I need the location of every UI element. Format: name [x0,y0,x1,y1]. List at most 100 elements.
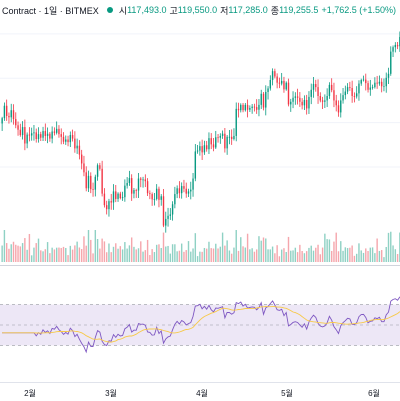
volume-bar [21,243,24,262]
candle-body [90,175,92,190]
volume-bar [49,253,51,262]
candle-body [235,108,237,136]
pane-separator[interactable] [0,265,400,266]
candle-body [224,133,226,149]
candle-body [346,87,349,92]
volume-bar [151,249,153,262]
volume-bar [87,230,90,262]
volume-bar [365,248,367,262]
candle-body [296,96,299,98]
candle-body [167,215,169,219]
volume-bar [224,245,226,262]
candle-body [92,189,94,190]
candle-body [51,131,53,139]
candle-body [65,139,67,142]
volume-bar [294,247,297,262]
candle-body [12,110,15,120]
volume-bar [28,233,31,262]
candle-body [130,178,133,194]
candle-body [305,99,308,109]
volume-bar [78,247,81,262]
candle-body [96,165,99,177]
time-axis[interactable]: 2월 3월 4월 5월 6월 [0,382,400,401]
low-value: 117,285.0 [228,5,268,15]
volume-bar [35,243,37,262]
volume-bar [174,244,176,262]
volume-bar [169,253,172,262]
volume-bar [62,246,65,262]
volume-bar [60,247,62,262]
candle-body [308,96,310,109]
open-value: 117,493.0 [127,5,167,15]
volume-bar [221,232,224,262]
candle-body [285,82,287,90]
candle-body [228,136,231,138]
volume-bar [387,232,390,262]
volume-bar [367,251,369,262]
candle-body [226,136,228,149]
volume-bar [303,253,306,262]
volume-bar [374,253,376,262]
candle-body [376,82,378,84]
candle-body [208,138,210,150]
volume-bar [369,247,372,262]
volume-bar [158,244,160,262]
volume-bar [192,248,194,262]
volume-bar [8,248,10,262]
candle-body [260,93,262,105]
volume-bar [99,248,101,262]
price-volume-chart[interactable] [0,20,400,262]
change-value: +1,762.5 (+1.50%) [321,5,396,15]
volume-bar [140,241,142,262]
volume-bar [258,236,260,262]
candle-body [149,193,151,195]
candle-body [87,175,90,189]
candle-body [299,97,301,102]
close-label: 종 [270,5,280,16]
candle-body [230,136,233,140]
volume-bar [283,248,285,262]
volume-bar [349,247,351,262]
volume-bar [71,249,74,262]
volume-bar [108,243,110,262]
candle-body [58,128,60,135]
volume-bar [185,250,187,262]
volume-bar [90,239,92,262]
volume-bar [133,246,135,262]
volume-bar [326,239,328,262]
candle-body [40,134,42,138]
candle-body [105,205,108,210]
candle-body [290,101,292,105]
symbol-title[interactable]: Contract · 1일 · BITMEX [2,5,99,16]
candle-body [378,81,381,84]
candle-body [17,125,19,130]
candle-body [324,100,326,102]
candle-body [335,100,337,106]
candle-body [137,178,140,191]
volume-bar [205,248,208,262]
volume-bar [215,243,217,262]
volume-bar [65,247,67,262]
candle-body [26,134,28,144]
volume-bar [10,244,12,262]
candle-body [76,145,78,149]
volume-bar [194,233,197,262]
volume-bar [310,245,312,262]
candle-body [385,77,387,87]
candle-body [337,105,340,113]
volume-bar [30,255,33,262]
candle-body [246,104,249,110]
volume-bar [299,244,301,262]
volume-bar [67,255,69,262]
candle-body [192,178,194,190]
candle-body [112,191,115,203]
volume-bar [265,238,267,262]
candle-body [190,189,192,192]
volume-bar [210,248,212,262]
candle-body [101,168,103,194]
volume-bar [378,250,381,262]
candle-body [180,186,183,194]
open-label: 시 [118,5,128,16]
rsi-indicator-pane[interactable] [0,268,400,382]
candle-body [319,96,322,101]
